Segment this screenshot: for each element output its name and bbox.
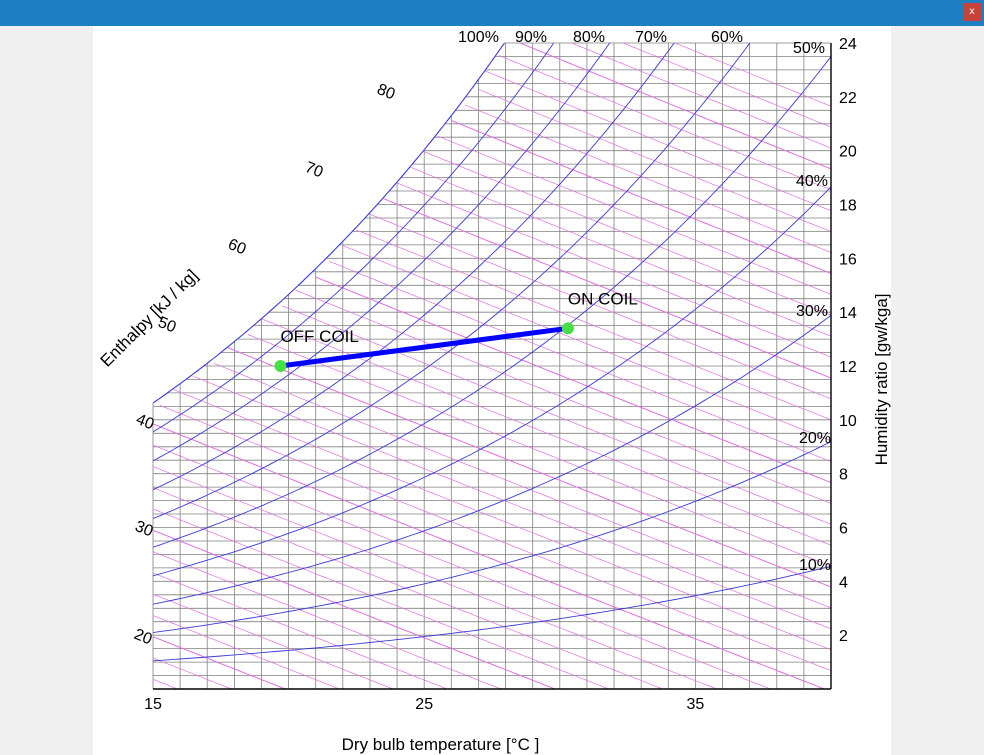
enthalpy-line-66 <box>356 229 831 421</box>
rh-label: 30% <box>796 303 828 320</box>
rh-label: 70% <box>635 29 667 46</box>
enthalpy-line-92 <box>570 43 831 149</box>
x-tick-label: 15 <box>144 696 162 713</box>
enthalpy-line-82 <box>464 104 831 253</box>
enthalpy-tick-label: 40 <box>134 411 157 433</box>
process-layer: OFF COIL ON COIL <box>274 289 638 372</box>
rh-label: 80% <box>573 29 605 46</box>
rh-line-40 <box>153 186 831 577</box>
enthalpy-axis-label: Enthalpy [kJ / kg] <box>97 266 202 371</box>
enthalpy-line-42 <box>159 404 831 671</box>
enthalpy-line-64 <box>342 245 831 442</box>
enthalpy-line-58 <box>295 289 831 504</box>
enthalpy-line-26 <box>153 572 449 689</box>
enthalpy-line-46 <box>193 376 831 630</box>
rh-line-80 <box>153 43 611 462</box>
enthalpy-line-34 <box>153 487 664 689</box>
state-point-label: OFF COIL <box>280 327 358 346</box>
window-titlebar: x <box>0 0 984 26</box>
enthalpy-line-50 <box>227 347 831 588</box>
x-axis-label: Dry bulb temperature [°C ] <box>342 735 540 754</box>
close-button[interactable]: x <box>963 3 981 21</box>
enthalpy-line-20 <box>153 636 287 689</box>
enthalpy-tick-label: 60 <box>226 236 249 258</box>
enthalpy-tick-label: 50 <box>156 314 179 336</box>
enthalpy-line-30 <box>153 529 557 689</box>
enthalpy-line-62 <box>329 261 831 462</box>
rh-line-90 <box>153 43 555 433</box>
rh-line-70 <box>153 43 675 491</box>
state-point-on-coil <box>561 322 574 335</box>
enthalpy-line-56 <box>281 305 831 525</box>
grid-path <box>152 42 832 689</box>
rh-label: 100% <box>458 29 499 46</box>
y-tick-label: 16 <box>839 251 857 268</box>
enthalpy-line-18 <box>153 657 233 689</box>
enthalpy-line-86 <box>485 70 831 212</box>
enthalpy-line-74 <box>410 166 831 337</box>
enthalpy-tick-label: 80 <box>375 81 398 103</box>
y-tick-label: 18 <box>839 198 857 215</box>
y-tick-label: 8 <box>839 467 848 484</box>
rh-label: 90% <box>515 29 547 46</box>
rh-line-30 <box>153 314 831 605</box>
enthalpy-line-52 <box>247 334 831 567</box>
rh-label: 10% <box>799 557 831 574</box>
y-tick-label: 4 <box>839 574 848 591</box>
axes <box>153 43 832 690</box>
enthalpy-line-90 <box>518 43 831 170</box>
x-tick-label: 35 <box>687 696 705 713</box>
process-line <box>277 325 571 369</box>
y-tick-label: 10 <box>839 413 857 430</box>
y-tick-label: 12 <box>839 359 857 376</box>
enthalpy-line-38 <box>153 444 772 689</box>
chart-canvas: 15 25 35 2 4 6 8 10 12 14 16 18 20 22 24 Dry bulb tempe… <box>93 26 891 755</box>
enthalpy-line-60 <box>315 276 831 483</box>
enthalpy-line-78 <box>437 135 831 295</box>
rh-label: 50% <box>793 40 825 57</box>
rh-label: 20% <box>799 430 831 447</box>
enthalpy-line-24 <box>153 593 395 689</box>
y-tick-label: 2 <box>839 628 848 645</box>
enthalpy-line-22 <box>153 615 341 689</box>
enthalpy-line-76 <box>424 151 831 316</box>
rh-lines <box>153 43 831 662</box>
y-tick-label: 24 <box>839 36 857 53</box>
grid-lines <box>152 42 832 689</box>
enthalpy-line-44 <box>173 389 831 651</box>
rh-line-50 <box>153 56 831 548</box>
y-tick-label: 14 <box>839 305 857 322</box>
rh-line-60 <box>153 43 751 519</box>
enthalpy-tick-label: 70 <box>303 159 326 181</box>
y-tick-label: 6 <box>839 521 848 538</box>
enthalpy-line-88 <box>498 55 831 191</box>
enthalpy-line-32 <box>153 508 610 689</box>
enthalpy-tick-label: 30 <box>133 518 156 540</box>
enthalpy-line-72 <box>396 182 831 358</box>
rh-line-20 <box>153 441 831 634</box>
enthalpy-tick-label: 20 <box>132 626 155 648</box>
rh-label: 40% <box>796 173 828 190</box>
y-tick-label: 20 <box>839 144 857 161</box>
rh-label: 60% <box>711 29 743 46</box>
enthalpy-line-94 <box>622 43 831 128</box>
state-point-label: ON COIL <box>568 289 638 308</box>
enthalpy-line-96 <box>673 43 831 107</box>
state-point-off-coil <box>274 360 287 372</box>
y-axis-label: Humidity ratio [gw/kga] <box>872 293 891 465</box>
enthalpy-line-70 <box>383 198 831 379</box>
x-tick-label: 25 <box>415 696 433 713</box>
rh-line-100 <box>153 43 506 404</box>
enthalpy-line-36 <box>153 466 718 689</box>
y-tick-label: 22 <box>839 90 857 107</box>
enthalpy-line-40 <box>153 423 826 689</box>
enthalpy-line-68 <box>369 213 831 400</box>
enthalpy-lines <box>153 43 831 689</box>
rh-line-10 <box>153 565 831 662</box>
enthalpy-line-48 <box>213 362 831 609</box>
enthalpy-line-28 <box>153 551 503 689</box>
